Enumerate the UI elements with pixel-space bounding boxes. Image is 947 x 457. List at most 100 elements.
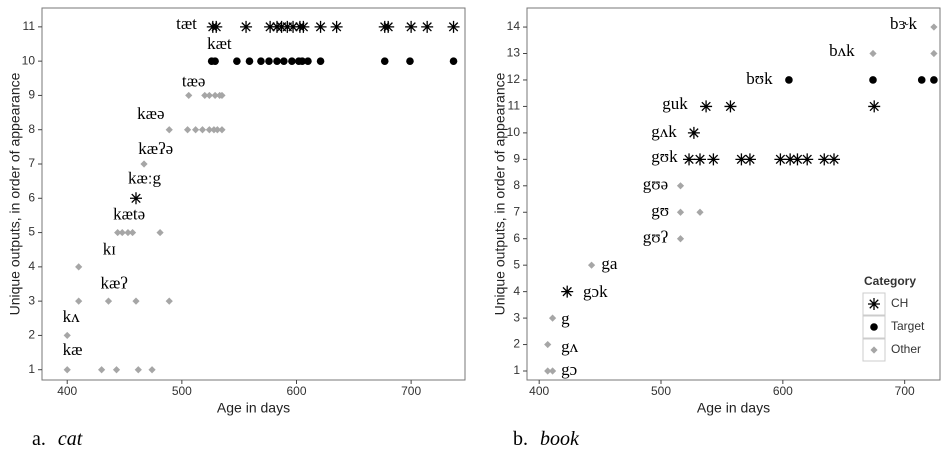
- x-axis-label: Age in days: [217, 400, 290, 416]
- annotation: gʊə: [643, 175, 668, 194]
- point-other: [165, 126, 173, 134]
- annotation: kæʔə: [138, 139, 173, 158]
- point-other: [156, 228, 164, 237]
- point-other: [930, 23, 938, 31]
- point-ch: [297, 20, 310, 33]
- point-target: [406, 57, 414, 65]
- x-tick-label: 500: [172, 384, 192, 398]
- point-target: [316, 57, 325, 65]
- caption-label: b.: [513, 428, 528, 450]
- annotation: bʌk: [829, 41, 855, 60]
- annotation: kæːg: [128, 169, 162, 188]
- y-tick-label: 2: [28, 328, 35, 342]
- y-tick-label: 8: [513, 178, 520, 192]
- point-other: [134, 366, 142, 374]
- point-target: [298, 57, 307, 65]
- x-axis-label: Age in days: [697, 400, 770, 416]
- annotation: gʊʔ: [643, 228, 668, 247]
- annotation: bʊk: [746, 69, 773, 88]
- point-other: [104, 297, 113, 305]
- point-other: [198, 126, 207, 134]
- point-target: [870, 323, 878, 331]
- point-other: [587, 261, 596, 269]
- y-tick-label: 9: [28, 88, 35, 102]
- annotation: kæ: [63, 340, 83, 359]
- annotation: tæə: [182, 72, 206, 91]
- point-ch: [774, 153, 787, 166]
- point-ch: [868, 100, 881, 113]
- point-other: [676, 182, 685, 190]
- point-ch: [700, 100, 713, 113]
- point-other: [98, 366, 106, 374]
- point-other: [128, 228, 137, 237]
- y-tick-label: 2: [513, 337, 520, 351]
- point-ch: [314, 20, 327, 33]
- point-ch: [330, 20, 343, 33]
- point-ch: [743, 153, 756, 166]
- point-ch: [791, 153, 804, 166]
- point-ch: [264, 20, 277, 33]
- annotation: gʊk: [651, 147, 678, 166]
- point-target: [785, 76, 793, 84]
- annotation: g: [561, 309, 570, 328]
- point-target: [288, 57, 296, 65]
- y-tick-label: 6: [513, 231, 520, 245]
- point-other: [544, 340, 552, 349]
- point-other: [192, 126, 200, 134]
- annotation: gʊ: [651, 201, 669, 220]
- point-target: [245, 57, 254, 65]
- point-ch: [210, 20, 223, 33]
- x-tick-label: 600: [286, 384, 306, 398]
- point-other: [118, 228, 126, 237]
- annotation: gʌk: [651, 122, 677, 141]
- point-ch: [130, 192, 142, 205]
- point-other: [544, 367, 552, 375]
- y-tick-label: 10: [507, 125, 521, 139]
- caption-word: cat: [58, 428, 83, 450]
- point-other: [112, 366, 121, 374]
- x-tick-label: 700: [895, 384, 915, 398]
- point-ch: [801, 153, 814, 166]
- y-tick-label: 11: [508, 99, 521, 113]
- point-target: [233, 57, 241, 65]
- point-other: [63, 331, 71, 340]
- y-tick-label: 12: [507, 72, 521, 86]
- annotation: guk: [662, 94, 688, 113]
- point-ch: [405, 20, 418, 33]
- point-other: [218, 126, 226, 134]
- annotation: kæʔ: [100, 274, 127, 293]
- point-other: [148, 366, 156, 374]
- caption: a. cat: [32, 428, 83, 450]
- legend-label: Target: [891, 319, 925, 333]
- point-target: [930, 76, 938, 84]
- point-other: [75, 297, 83, 305]
- y-tick-label: 4: [28, 259, 35, 273]
- point-other: [676, 208, 685, 216]
- annotation: kætə: [113, 205, 145, 224]
- point-other: [213, 126, 221, 134]
- annotation: gʌ: [561, 337, 579, 356]
- annotation: kʌ: [63, 307, 81, 326]
- y-tick-label: 1: [28, 362, 35, 376]
- plot-area: [41, 7, 466, 381]
- point-other: [132, 297, 140, 305]
- point-target: [917, 76, 926, 84]
- point-other: [124, 228, 132, 237]
- point-ch: [693, 153, 706, 166]
- point-other: [165, 297, 173, 305]
- annotation: ga: [601, 254, 618, 273]
- point-other: [869, 49, 877, 58]
- x-tick-label: 700: [401, 384, 421, 398]
- point-ch: [683, 153, 696, 166]
- point-ch: [868, 298, 880, 310]
- annotation: kɪ: [103, 240, 117, 259]
- y-tick-label: 5: [513, 257, 520, 271]
- legend-title: Category: [864, 274, 916, 288]
- y-tick-label: 7: [28, 156, 35, 170]
- y-tick-label: 13: [507, 46, 521, 60]
- point-target: [380, 57, 389, 65]
- y-tick-label: 11: [23, 19, 36, 33]
- legend-label: Other: [891, 342, 921, 356]
